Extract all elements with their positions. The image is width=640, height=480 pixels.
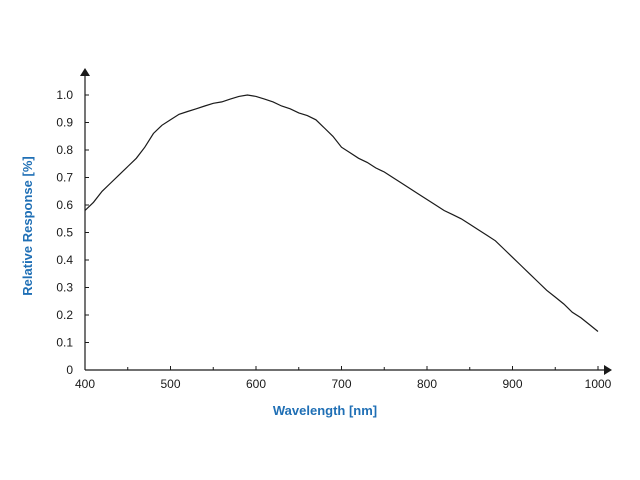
- x-axis-arrow-icon: [604, 365, 612, 375]
- x-tick-label: 1000: [585, 377, 612, 391]
- y-tick-label: 0.7: [56, 171, 73, 185]
- y-tick-label: 0.8: [56, 143, 73, 157]
- x-tick-label: 900: [502, 377, 522, 391]
- x-tick-label: 400: [75, 377, 95, 391]
- x-axis-title: Wavelength [nm]: [273, 403, 377, 418]
- y-axis-arrow-icon: [80, 68, 90, 76]
- y-axis-title: Relative Response [%]: [20, 156, 35, 295]
- x-tick-label: 800: [417, 377, 437, 391]
- y-tick-label: 0: [66, 363, 73, 377]
- y-tick-label: 0.2: [56, 308, 73, 322]
- y-tick-label: 0.4: [56, 253, 73, 267]
- x-tick-label: 600: [246, 377, 266, 391]
- y-tick-label: 0.6: [56, 198, 73, 212]
- response-curve: [84, 94, 599, 332]
- y-tick-label: 0.3: [56, 281, 73, 295]
- x-tick-label: 500: [160, 377, 180, 391]
- y-tick-label: 0.9: [56, 116, 73, 130]
- y-tick-label: 1.0: [56, 88, 73, 102]
- x-axis-ticks: 400 500 600 700 800 900 1000: [75, 366, 612, 391]
- x-tick-label: 700: [331, 377, 351, 391]
- y-tick-label: 0.5: [56, 226, 73, 240]
- y-axis-ticks: 0 0.1 0.2 0.3 0.4 0.5 0.6 0.7 0.8 0.9 1.0: [56, 88, 89, 377]
- y-tick-label: 0.1: [56, 336, 73, 350]
